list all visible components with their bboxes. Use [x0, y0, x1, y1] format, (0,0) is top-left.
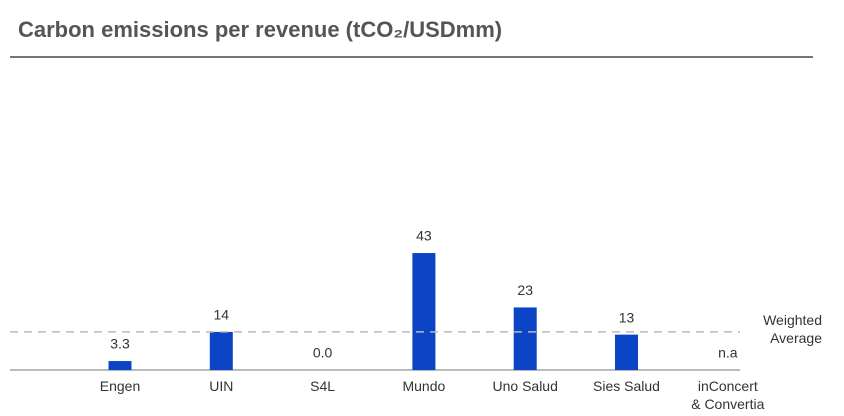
chart-title: Carbon emissions per revenue (tCO₂/USDmm… — [18, 17, 502, 42]
data-label: 0.0 — [313, 345, 333, 361]
bar — [513, 307, 537, 370]
data-label: 14 — [214, 307, 230, 323]
data-label: 23 — [517, 282, 533, 298]
reference-label: Weighted Average — [763, 312, 822, 346]
x-tick-label: S4L — [310, 378, 335, 394]
x-tick-label: inConcert & Convertia — [691, 378, 764, 412]
x-tick-label: Mundo — [402, 378, 445, 394]
x-tick-label: Sies Salud — [593, 378, 660, 394]
x-tick-label: UIN — [209, 378, 233, 394]
x-tick-label: Uno Salud — [493, 378, 558, 394]
data-label: 3.3 — [110, 336, 130, 352]
bar — [412, 253, 436, 370]
bar — [108, 361, 132, 370]
data-label: 13 — [619, 309, 635, 325]
bar — [209, 331, 233, 370]
x-tick-label: Engen — [100, 378, 140, 394]
bar — [615, 334, 638, 370]
data-label: n.a — [718, 345, 738, 361]
data-label: 43 — [416, 228, 432, 244]
